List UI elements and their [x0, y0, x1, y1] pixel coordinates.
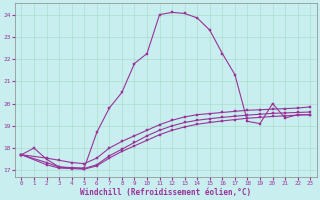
X-axis label: Windchill (Refroidissement éolien,°C): Windchill (Refroidissement éolien,°C): [80, 188, 252, 197]
